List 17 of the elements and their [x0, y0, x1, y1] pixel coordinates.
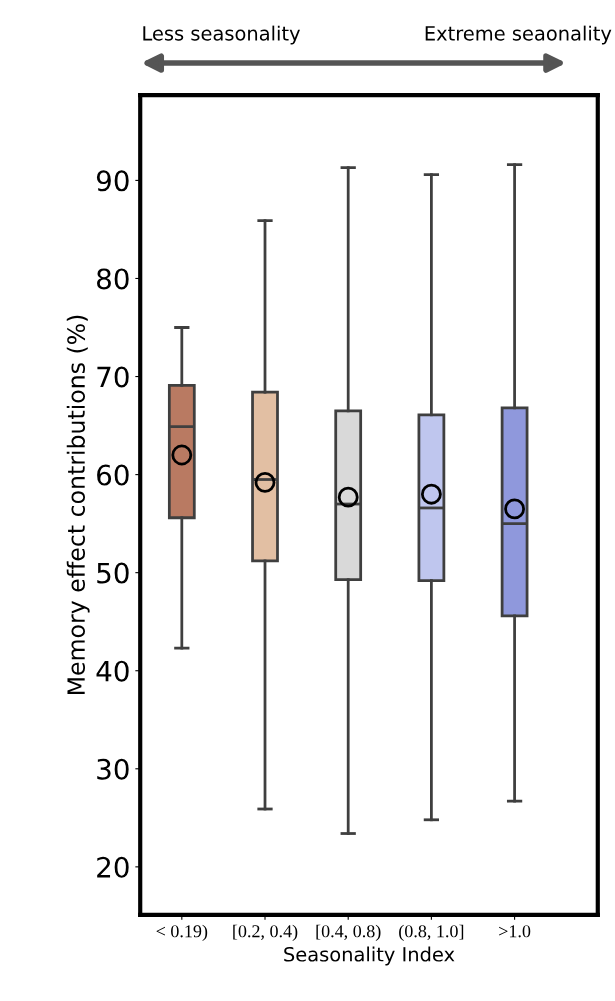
text: Less seasonality	[143, 25, 300, 45]
y-tick-label: 50	[97, 562, 129, 584]
y-axis-title: Memory effect contributions (%)	[66, 315, 90, 695]
x-tick-label: [0.2, 0.4)	[233, 924, 298, 942]
y-tick-label: 80	[97, 268, 129, 290]
x-axis-title: Seasonality Index	[284, 946, 455, 966]
y-tick-label: 70	[97, 366, 129, 388]
text: Extreme seaonality	[425, 25, 612, 45]
y-tick-label: 20	[97, 856, 129, 878]
x-tick-label: [0.4, 0.8)	[316, 924, 381, 942]
x-tick-label: < 0.19)	[156, 924, 208, 942]
x-tick-label: (0.8, 1.0]	[399, 924, 464, 942]
y-tick-label: 30	[97, 758, 129, 780]
y-tick-label: 40	[96, 660, 129, 682]
y-tick-label: 90	[96, 170, 129, 192]
x-tick-label: >1.0	[499, 925, 531, 938]
y-tick-label: 60	[97, 464, 129, 486]
